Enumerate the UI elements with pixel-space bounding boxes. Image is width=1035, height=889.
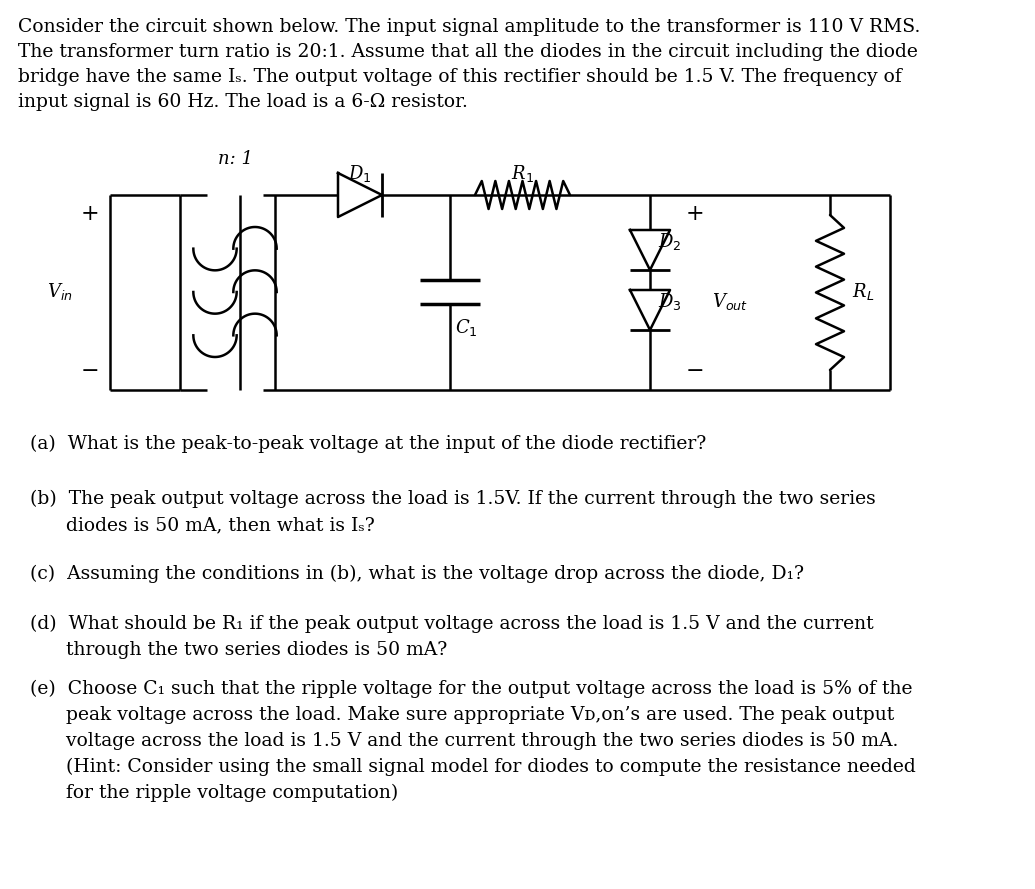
Text: V$_{in}$: V$_{in}$ (47, 282, 72, 302)
Text: −: − (685, 360, 704, 382)
Text: (a)  What is the peak-to-peak voltage at the input of the diode rectifier?: (a) What is the peak-to-peak voltage at … (30, 435, 706, 453)
Text: n: 1: n: 1 (217, 150, 253, 168)
Text: (c)  Assuming the conditions in (b), what is the voltage drop across the diode, : (c) Assuming the conditions in (b), what… (30, 565, 804, 583)
Text: (e)  Choose C₁ such that the ripple voltage for the output voltage across the lo: (e) Choose C₁ such that the ripple volta… (30, 680, 913, 698)
Text: (d)  What should be R₁ if the peak output voltage across the load is 1.5 V and t: (d) What should be R₁ if the peak output… (30, 615, 874, 633)
Text: input signal is 60 Hz. The load is a 6-Ω resistor.: input signal is 60 Hz. The load is a 6-Ω… (18, 93, 468, 111)
Text: The transformer turn ratio is 20:1. Assume that all the diodes in the circuit in: The transformer turn ratio is 20:1. Assu… (18, 43, 918, 61)
Text: voltage across the load is 1.5 V and the current through the two series diodes i: voltage across the load is 1.5 V and the… (30, 732, 898, 750)
Polygon shape (630, 230, 670, 270)
Text: V$_{out}$: V$_{out}$ (712, 292, 748, 313)
Text: R$_L$: R$_L$ (852, 282, 875, 302)
Text: +: + (685, 203, 704, 225)
Text: for the ripple voltage computation): for the ripple voltage computation) (30, 784, 398, 802)
Text: R$_1$: R$_1$ (510, 163, 533, 184)
Text: through the two series diodes is 50 mA?: through the two series diodes is 50 mA? (30, 641, 447, 659)
Text: peak voltage across the load. Make sure appropriate Vᴅ,on’s are used. The peak o: peak voltage across the load. Make sure … (30, 706, 894, 724)
Text: D$_3$: D$_3$ (658, 292, 682, 313)
Text: D$_2$: D$_2$ (658, 231, 682, 252)
Polygon shape (338, 173, 382, 217)
Text: diodes is 50 mA, then what is Iₛ?: diodes is 50 mA, then what is Iₛ? (30, 516, 375, 534)
Text: D$_1$: D$_1$ (348, 163, 372, 184)
Text: +: + (81, 203, 99, 225)
Text: C$_1$: C$_1$ (455, 317, 478, 338)
Text: bridge have the same Iₛ. The output voltage of this rectifier should be 1.5 V. T: bridge have the same Iₛ. The output volt… (18, 68, 901, 86)
Text: (Hint: Consider using the small signal model for diodes to compute the resistanc: (Hint: Consider using the small signal m… (30, 758, 916, 776)
Text: (b)  The peak output voltage across the load is 1.5V. If the current through the: (b) The peak output voltage across the l… (30, 490, 876, 509)
Text: Consider the circuit shown below. The input signal amplitude to the transformer : Consider the circuit shown below. The in… (18, 18, 920, 36)
Text: −: − (81, 360, 99, 382)
Polygon shape (630, 290, 670, 330)
